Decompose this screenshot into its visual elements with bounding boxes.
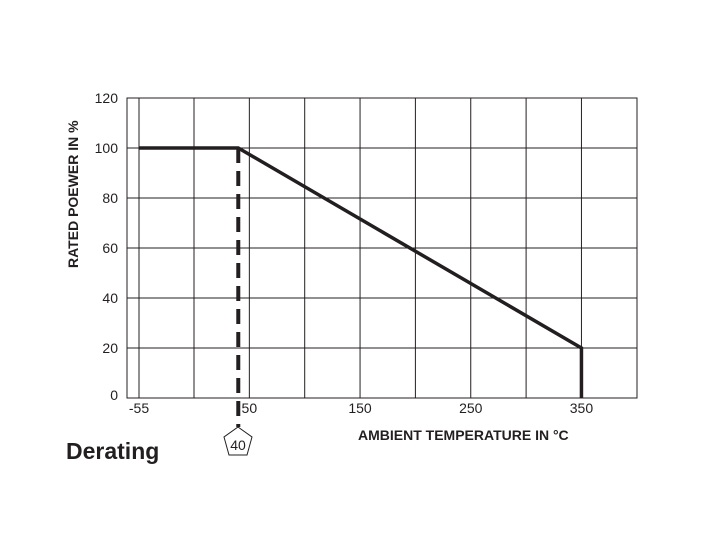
x-tick-label: 350 <box>570 400 594 416</box>
y-tick-label: 80 <box>102 190 118 206</box>
grid <box>126 97 638 399</box>
y-tick-label: 100 <box>95 140 119 156</box>
y-axis-label: RATED POEWER IN % <box>65 120 81 268</box>
y-tick-label: 0 <box>110 387 118 403</box>
y-tick-label: 20 <box>102 340 118 356</box>
chart-title: Derating <box>66 438 159 464</box>
annotation-40-label: 40 <box>230 437 246 453</box>
annotation-40-marker: 40 <box>223 426 253 456</box>
derating-curve <box>139 146 584 398</box>
x-tick-label: -55 <box>129 400 149 416</box>
y-tick-label: 40 <box>102 290 118 306</box>
tick-labels: 0 20 40 60 80 100 120 -55 50 150 250 350 <box>95 90 594 416</box>
series <box>139 146 584 427</box>
x-tick-label: 50 <box>242 400 258 416</box>
x-axis-label: AMBIENT TEMPERATURE IN °C <box>358 427 569 443</box>
x-tick-label: 250 <box>459 400 483 416</box>
y-tick-label: 60 <box>102 240 118 256</box>
x-tick-label: 150 <box>348 400 372 416</box>
y-tick-label: 120 <box>95 90 119 106</box>
